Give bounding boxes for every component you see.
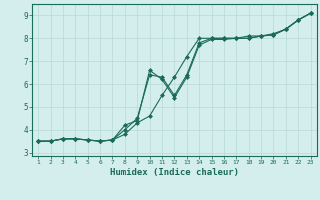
X-axis label: Humidex (Indice chaleur): Humidex (Indice chaleur) (110, 168, 239, 177)
